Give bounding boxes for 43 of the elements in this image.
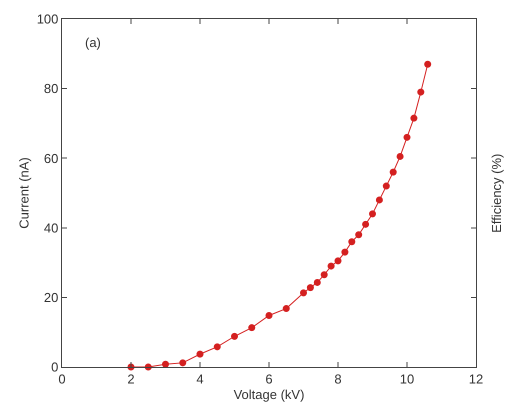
x-tick-label: 10: [400, 372, 414, 387]
x-tick-label: 4: [196, 372, 204, 387]
point: [390, 168, 397, 176]
point: [341, 248, 348, 256]
x-tick-label: 8: [334, 372, 342, 387]
point: [424, 60, 432, 68]
point: [162, 360, 169, 368]
point: [320, 271, 328, 278]
point: [306, 284, 314, 292]
point: [266, 312, 272, 319]
point: [396, 152, 404, 160]
y-tick-label: 60: [44, 150, 58, 166]
point: [282, 305, 290, 312]
point: [300, 289, 307, 296]
point: [355, 231, 362, 238]
y-tick-label: 80: [44, 81, 58, 96]
point: [362, 220, 370, 228]
point: [214, 343, 221, 350]
y-tick-label: 40: [44, 220, 58, 236]
point: [410, 114, 418, 122]
x-tick-label: 2: [127, 372, 135, 387]
x-axis-title: Voltage (kV): [234, 387, 304, 402]
point: [231, 332, 238, 340]
y-tick-label: 0: [51, 360, 58, 375]
point: [369, 210, 376, 218]
point: [314, 278, 321, 286]
y-tick-label: 100: [36, 12, 58, 27]
point: [334, 257, 342, 264]
point: [376, 196, 383, 204]
point: [404, 134, 410, 141]
x-tick-label: 6: [265, 372, 273, 387]
annotation: (a): [85, 35, 101, 50]
y-axis-title: Current (nA): [16, 157, 32, 229]
point: [328, 262, 335, 270]
y-tick-label: 20: [44, 290, 58, 305]
y2-axis-title: Efficiency (%): [488, 154, 504, 233]
point: [179, 359, 186, 366]
point: [382, 182, 390, 190]
point: [417, 88, 424, 96]
point: [196, 350, 204, 358]
point: [348, 238, 356, 246]
point: [248, 324, 256, 332]
x-tick-label: 12: [468, 372, 484, 387]
